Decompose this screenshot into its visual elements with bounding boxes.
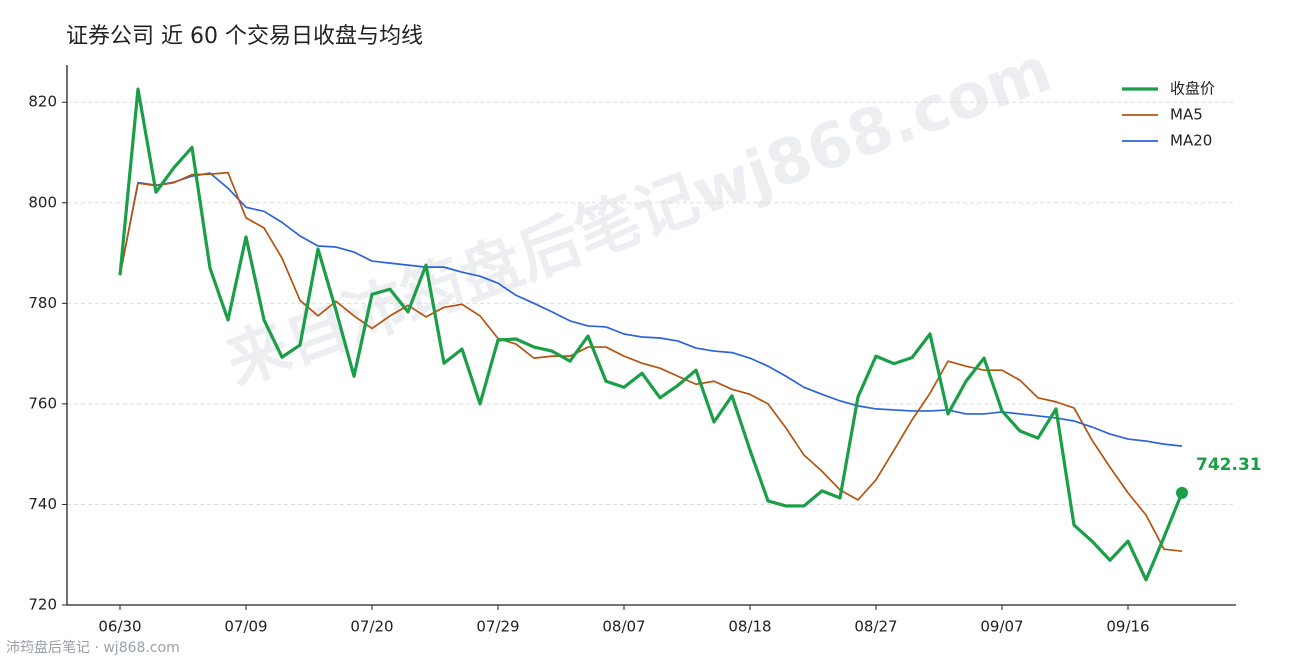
x-tick-label: 08/07 (602, 618, 645, 636)
x-tick-label: 07/09 (224, 618, 267, 636)
x-tick-label: 09/07 (980, 618, 1023, 636)
x-tick-label: 08/18 (728, 618, 771, 636)
x-tick-label: 09/16 (1106, 618, 1149, 636)
x-tick-label: 08/27 (854, 618, 897, 636)
legend-label: 收盘价 (1170, 80, 1215, 98)
series-line (119, 171, 1183, 553)
last-point (1176, 486, 1188, 499)
chart-title: 证券公司 近 60 个交易日收盘与均线 (66, 24, 423, 49)
y-tick-label: 740 (28, 495, 57, 513)
x-tick-label: 07/20 (350, 618, 393, 636)
footer: 沛筠盘后笔记 · wj868.com (6, 639, 180, 656)
y-tick-label: 800 (28, 193, 57, 211)
x-tick-label: 06/30 (98, 618, 141, 636)
series-line (118, 87, 1184, 582)
x-tick-label: 07/29 (476, 618, 519, 636)
legend-label: MA5 (1170, 106, 1203, 124)
legend-label: MA20 (1170, 132, 1212, 150)
y-tick-label: 780 (28, 294, 57, 312)
y-tick-label: 760 (28, 394, 57, 412)
last-value-label: 742.31 (1196, 455, 1262, 475)
y-tick-label: 720 (28, 596, 57, 614)
y-tick-label: 820 (28, 93, 57, 111)
